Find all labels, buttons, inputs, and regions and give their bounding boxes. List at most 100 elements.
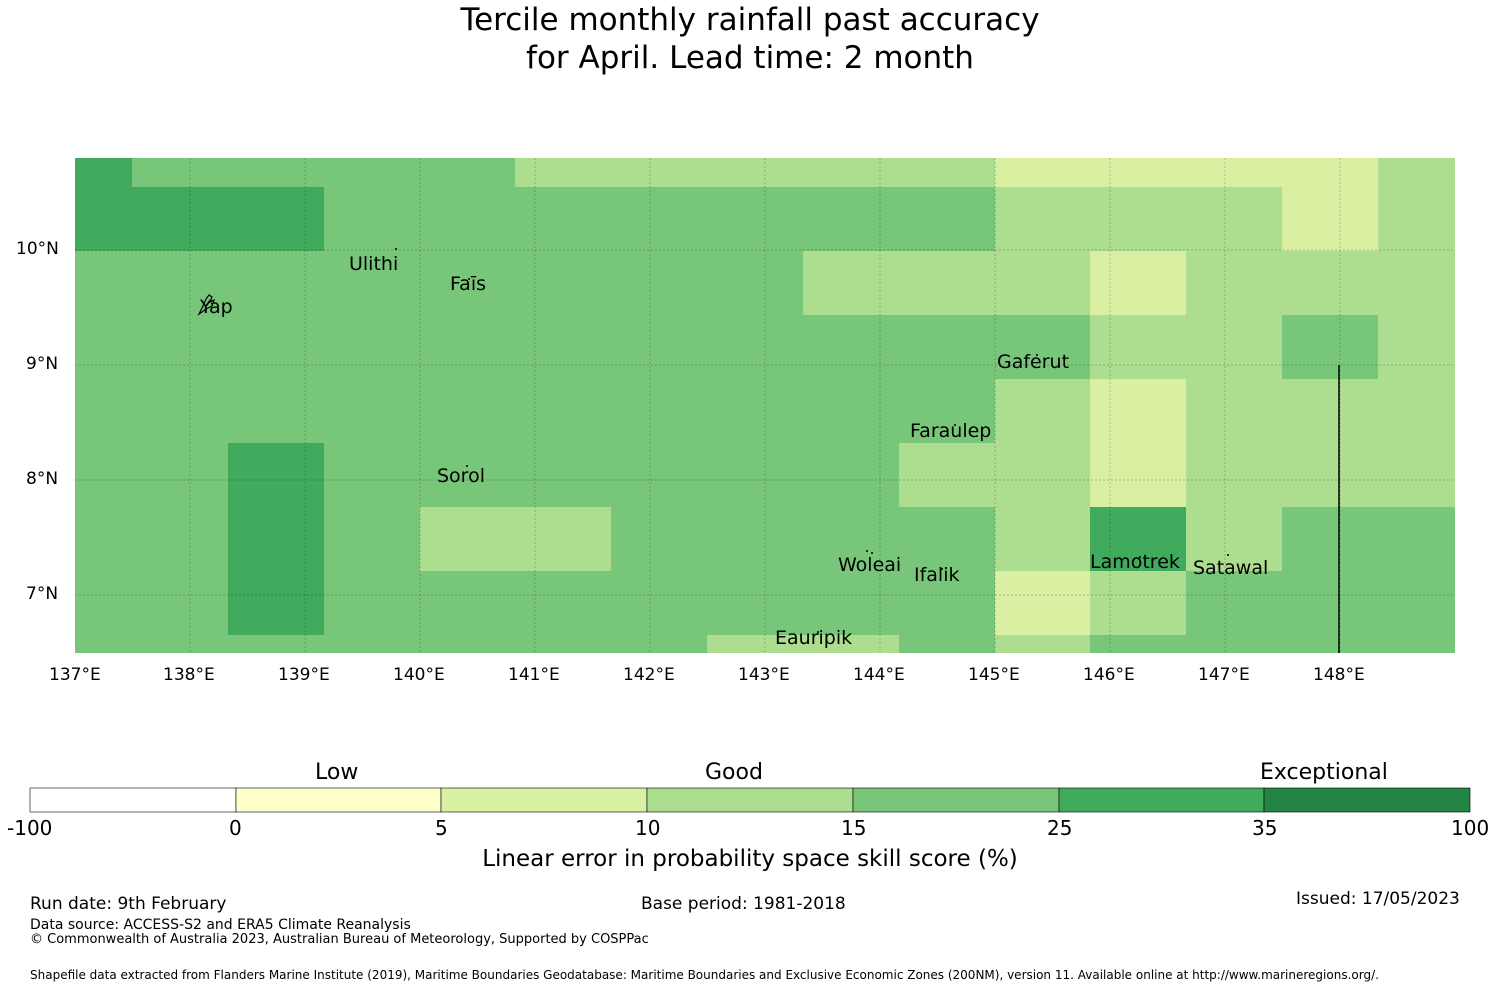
skill-cell	[899, 187, 995, 251]
skill-cell	[324, 158, 420, 187]
place-label-ifalik: Ifalik	[914, 564, 960, 586]
skill-cell	[420, 187, 515, 251]
skill-cell	[995, 251, 1090, 315]
skill-cell	[75, 187, 132, 251]
skill-cell	[707, 315, 803, 379]
skill-cell	[132, 315, 228, 379]
place-label-yap: Yap	[200, 296, 233, 318]
skill-cell	[75, 379, 132, 443]
lon-tick: 146°E	[1083, 665, 1135, 685]
skill-cell	[420, 379, 515, 443]
skill-map	[75, 158, 1455, 653]
lon-tick: 140°E	[393, 665, 445, 685]
colorbar-segment	[235, 787, 442, 813]
colorbar-segment	[29, 787, 237, 813]
skill-cell	[132, 158, 228, 187]
island-dot	[941, 568, 943, 570]
skill-cell	[324, 251, 420, 315]
skill-cell	[1186, 158, 1282, 187]
skill-cell	[1378, 379, 1455, 443]
colorbar-category-exceptional: Exceptional	[1260, 760, 1388, 785]
place-label-eauripik: Eauripik	[775, 627, 853, 649]
skill-cell	[1186, 443, 1282, 507]
lon-tick: 143°E	[738, 665, 790, 685]
skill-cell	[75, 315, 132, 379]
skill-cell	[803, 158, 899, 187]
island-markers	[197, 248, 1229, 633]
skill-cell	[1378, 251, 1455, 315]
skill-cell	[707, 158, 803, 187]
lon-tick: 141°E	[508, 665, 560, 685]
skill-cell	[611, 507, 707, 571]
skill-cell	[324, 507, 420, 571]
skill-cell	[611, 158, 707, 187]
place-label-woleai: Woleai	[838, 554, 902, 576]
skill-cell	[1378, 315, 1455, 379]
skill-cell	[1090, 158, 1186, 187]
skill-cell	[1282, 251, 1378, 315]
skill-cell	[611, 443, 707, 507]
skill-cell	[1090, 507, 1186, 571]
skill-cell	[803, 507, 899, 571]
skill-cell	[1282, 379, 1378, 443]
skill-cell	[515, 315, 611, 379]
skill-cell	[707, 571, 803, 635]
skill-cell	[324, 187, 420, 251]
skill-cell	[420, 158, 515, 187]
skill-cell	[228, 158, 324, 187]
skill-cell	[515, 379, 611, 443]
island-dot	[817, 631, 819, 633]
skill-cell	[515, 635, 611, 653]
graticule	[75, 158, 1455, 653]
skill-cell	[420, 315, 515, 379]
shapefile-credit: Shapefile data extracted from Flanders M…	[30, 968, 1379, 982]
place-label-faraulep: Faraulep	[910, 420, 992, 442]
island-dot	[1036, 354, 1038, 356]
lon-tick: 139°E	[278, 665, 330, 685]
skill-cell	[1090, 187, 1186, 251]
skill-cell	[228, 379, 324, 443]
skill-cell	[228, 443, 324, 635]
lon-tick: 137°E	[49, 665, 101, 685]
skill-cell	[899, 158, 995, 187]
colorbar-segment	[440, 787, 648, 813]
skill-cell	[324, 635, 420, 653]
skill-cell	[1282, 315, 1378, 379]
issued-date: Issued: 17/05/2023	[1296, 889, 1460, 909]
skill-cell	[75, 443, 132, 507]
skill-cell	[1186, 251, 1282, 315]
island-dot	[468, 278, 470, 280]
skill-cell	[803, 443, 899, 507]
skill-cell	[1090, 315, 1186, 379]
lon-tick: 142°E	[623, 665, 675, 685]
skill-cell	[899, 315, 995, 379]
copyright: © Commonwealth of Australia 2023, Austra…	[30, 932, 649, 947]
skill-cell	[228, 251, 324, 315]
lat-tick: 7°N	[26, 584, 59, 604]
colorbar-tick: 5	[435, 816, 448, 840]
skill-cell	[75, 158, 132, 187]
skill-cell	[75, 571, 132, 635]
yap-island-outline	[197, 294, 216, 316]
skill-cell	[515, 187, 611, 251]
skill-cell	[1090, 635, 1186, 653]
skill-cell	[1282, 443, 1378, 507]
chart-title-line2: for April. Lead time: 2 month	[526, 40, 974, 76]
skill-cell	[132, 379, 228, 443]
colorbar-tick: 35	[1252, 816, 1278, 840]
skill-cell	[515, 251, 611, 315]
island-dot	[871, 552, 873, 554]
place-label-gaferut: Gaferut	[997, 351, 1070, 373]
skill-cell	[995, 158, 1090, 187]
skill-cell	[515, 443, 611, 507]
skill-cell	[611, 635, 707, 653]
place-label-lamotrek: Lamotrek	[1090, 551, 1180, 573]
skill-cell	[228, 187, 324, 251]
skill-cell	[1378, 443, 1455, 507]
colorbar-segment	[1263, 787, 1471, 813]
skill-cell	[132, 443, 228, 507]
island-dot	[1227, 554, 1229, 556]
island-dot	[1139, 556, 1141, 558]
skill-cell	[1186, 507, 1282, 571]
data-source: Data source: ACCESS-S2 and ERA5 Climate …	[30, 917, 411, 933]
